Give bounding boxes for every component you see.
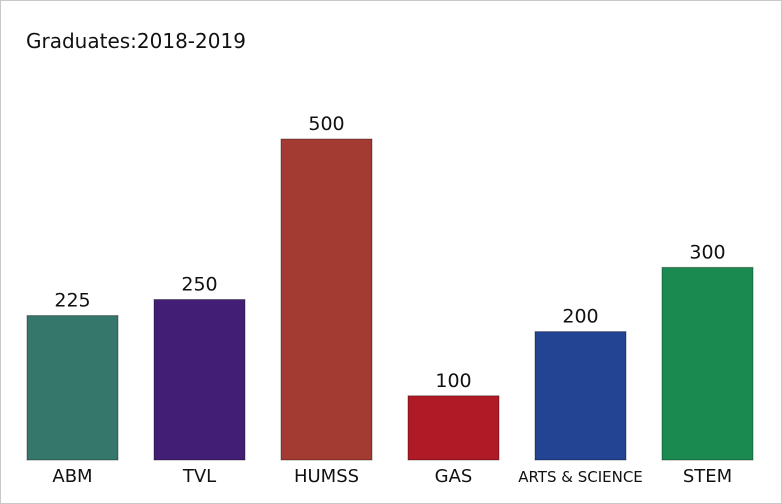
bar-gas: [407, 395, 500, 461]
category-label-arts-science: ARTS & SCIENCE: [518, 468, 643, 486]
category-label-abm: ABM: [52, 466, 92, 487]
category-label-humss: HUMSS: [294, 466, 359, 487]
value-label-tvl: 250: [181, 274, 217, 296]
category-label-tvl: TVL: [182, 466, 216, 487]
bar-abm: [26, 315, 119, 461]
category-label-gas: GAS: [435, 466, 473, 487]
bar-humss: [280, 138, 373, 461]
value-label-abm: 225: [54, 290, 90, 312]
bar-stem: [661, 266, 754, 461]
value-label-arts-science: 200: [562, 306, 598, 328]
value-label-stem: 300: [689, 241, 725, 263]
value-label-humss: 500: [308, 113, 344, 135]
value-label-gas: 100: [435, 370, 471, 392]
chart-title: Graduates:2018-2019: [26, 29, 246, 53]
labels-layer: 225 ABM 250 TVL 500 HUMSS 100 GAS 200 ARTS & SCIE…: [52, 113, 732, 487]
bar-arts-science: [534, 331, 627, 461]
bar-tvl: [153, 299, 246, 461]
bars-layer: [26, 138, 754, 461]
category-label-stem: STEM: [683, 466, 732, 487]
